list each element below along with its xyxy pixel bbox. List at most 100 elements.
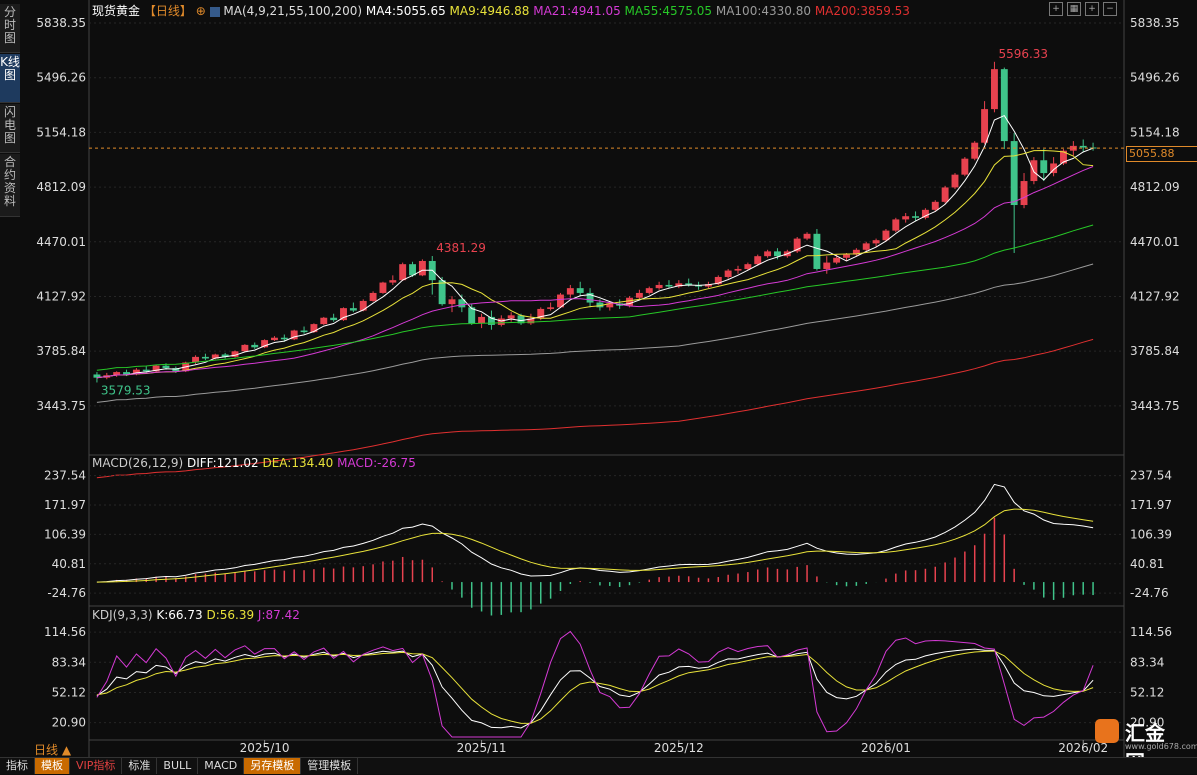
tab-kline-chart[interactable]: K线图 [0,54,20,103]
candle-body [517,315,525,324]
right-kdj-tick: 83.34 [1130,655,1164,669]
candle-body [152,365,160,372]
candle-body [389,280,397,283]
ma-value-4: MA100:4330.80 [715,4,815,18]
candle-body [1010,141,1018,206]
left-kdj-tick: 114.56 [44,625,86,639]
chart-header: 现货黄金 【日线】 ⊕ MA(4,9,21,55,100,200) MA4:50… [92,2,910,19]
left-macd-tick: 237.54 [44,469,86,483]
tab-macd[interactable]: MACD [198,758,245,774]
candle-body [1060,150,1067,164]
right-kdj-tick: 114.56 [1130,625,1172,639]
crosshair-icon[interactable]: + [1049,2,1063,16]
candle-body [113,372,121,376]
right-macd-tick: 171.97 [1130,498,1172,512]
candle-body [527,318,535,324]
left-kdj-tick: 52.12 [52,685,86,699]
candle-body [635,292,643,298]
right-price-tick: 4812.09 [1130,180,1180,194]
candle-body [448,299,456,305]
left-price-tick: 3785.84 [36,344,86,358]
ma-line-9 [96,149,1094,379]
candle-body [586,292,594,303]
candle-body [685,283,693,285]
candle-body [162,365,170,369]
candle-body [665,284,673,287]
time-tick-label: 2026/01 [861,741,911,755]
tab-time-chart[interactable]: 分时图 [0,4,20,53]
period-indicator[interactable]: 日线 ▲ [34,743,72,757]
tab-manage-template[interactable]: 管理模板 [301,758,359,774]
candle-body [793,238,801,252]
add-icon[interactable]: ⊕ [195,4,206,18]
tab-standard[interactable]: 标准 [122,758,158,774]
ma-value-0: MA4:5055.65 [365,4,450,18]
candle-body [981,109,989,143]
candle-body [557,294,564,308]
kdj-value-3: J:87.42 [257,608,300,622]
candle-body [261,340,269,348]
zoom-out-icon[interactable]: − [1103,2,1117,16]
grid-icon[interactable]: ▦ [1067,2,1081,16]
macd-value-0: MACD(26,12,9) [92,456,187,470]
right-macd-tick: -24.76 [1130,586,1169,600]
candle-body [438,280,446,305]
left-kdj-tick: 83.34 [52,655,86,669]
kdj-value-1: K:66.73 [156,608,207,622]
candle-body [734,268,742,271]
tab-bull[interactable]: BULL [157,758,199,774]
left-price-tick: 5496.26 [36,71,86,85]
tab-indicator[interactable]: 指标 [0,758,35,774]
candle-body [359,300,367,311]
kdj-k-line [96,648,1094,729]
right-macd-tick: 106.39 [1130,527,1172,541]
time-tick-label: 2025/11 [457,741,507,755]
kdj-value-2: D:56.39 [206,608,258,622]
right-price-tick: 5496.26 [1130,71,1180,85]
kdj-j-line [96,630,1094,738]
right-macd-tick: 40.81 [1130,557,1164,571]
left-macd-tick: 40.81 [52,557,86,571]
candle-body [704,284,712,287]
candle-body [754,256,762,265]
tab-contract-info[interactable]: 合约资料 [0,154,20,217]
candle-body [231,351,239,357]
ma-line-21 [96,166,1094,379]
tab-save-template[interactable]: 另存模板 [244,758,302,774]
candle-body [714,276,722,285]
candle-body [478,316,486,324]
candle-body [626,297,633,306]
zoom-in-icon[interactable]: + [1085,2,1099,16]
candle-body [399,264,407,281]
candle-body [487,316,495,325]
kdj-value-0: KDJ(9,3,3) [92,608,157,622]
gold678-logo: 汇金网 www.gold678.com [1095,717,1197,774]
macd-diff-line [96,483,1094,583]
period-label[interactable]: 【日线】 [143,4,192,18]
left-macd-tick: -24.76 [47,586,86,600]
time-tick-label: 2026/02 [1058,741,1108,755]
time-tick-label: 2025/10 [240,741,290,755]
candle-body [409,264,416,276]
candle-body [645,288,653,293]
candle-body [803,233,811,239]
candle-body [606,303,614,308]
candle-body [764,251,772,257]
candle-body [596,302,604,308]
candle-body [211,354,219,359]
right-kdj-tick: 20.90 [1130,716,1164,730]
candle-body [418,260,426,276]
tab-vip-indicator[interactable]: VIP指标 [70,758,123,774]
tab-template[interactable]: 模板 [35,758,70,774]
candle-body [852,249,860,255]
candle-body [951,174,959,188]
candle-body [833,257,841,263]
tab-flash-chart[interactable]: 闪电图 [0,104,20,153]
candle-body [724,270,732,277]
candle-body [921,209,929,218]
ma-line-200 [96,338,1094,479]
bottom-toolbar: 指标 模板 VIP指标 标准 BULL MACD 另存模板 管理模板 [0,757,1197,774]
macd-header: MACD(26,12,9) DIFF:121.02 DEA:134.40 MAC… [92,456,416,470]
candle-body [537,308,545,319]
